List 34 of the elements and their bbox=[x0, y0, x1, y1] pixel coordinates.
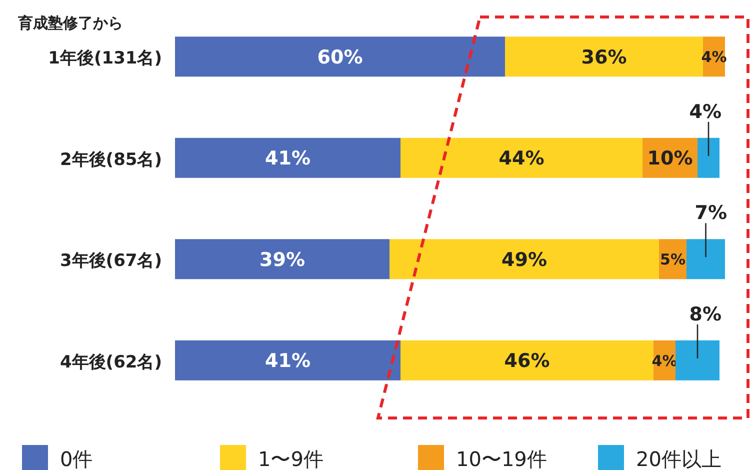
y-tick-label: 3年後(67名) bbox=[60, 251, 162, 272]
bar bbox=[676, 340, 720, 380]
bar bbox=[698, 138, 720, 178]
data-label: 4% bbox=[689, 100, 722, 123]
bar bbox=[175, 239, 390, 280]
bar bbox=[175, 36, 505, 77]
data-label: 36% bbox=[581, 46, 627, 68]
data-label: 8% bbox=[689, 303, 722, 326]
bar bbox=[400, 138, 642, 178]
legend-label: 10〜19件 bbox=[456, 447, 547, 470]
data-label: 44% bbox=[498, 148, 544, 170]
data-label: 46% bbox=[504, 350, 550, 372]
data-label: 41% bbox=[265, 148, 310, 170]
data-label: 4% bbox=[652, 352, 678, 370]
bar bbox=[175, 138, 400, 178]
legend-label: 0件 bbox=[60, 447, 93, 470]
y-axis-title: 育成塾修了から bbox=[17, 14, 123, 32]
bar bbox=[400, 340, 654, 380]
bar bbox=[686, 239, 725, 280]
data-label: 41% bbox=[265, 350, 310, 372]
y-tick-label: 1年後(131名) bbox=[48, 48, 162, 69]
y-tick-label: 2年後(85名) bbox=[60, 150, 162, 170]
legend-label: 1〜9件 bbox=[258, 447, 324, 470]
y-tick-label: 4年後(62名) bbox=[60, 352, 162, 372]
bar bbox=[505, 36, 703, 77]
data-label: 39% bbox=[260, 248, 305, 271]
data-label: 7% bbox=[694, 202, 727, 224]
data-label: 49% bbox=[502, 248, 547, 271]
data-label: 10% bbox=[647, 148, 693, 170]
data-label: 5% bbox=[660, 250, 686, 269]
data-label: 60% bbox=[317, 46, 363, 68]
bar bbox=[175, 340, 400, 380]
bar bbox=[390, 239, 659, 280]
legend-label: 20件以上 bbox=[636, 447, 722, 470]
